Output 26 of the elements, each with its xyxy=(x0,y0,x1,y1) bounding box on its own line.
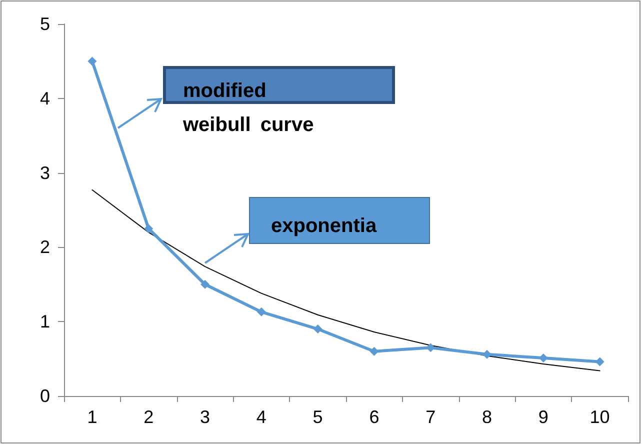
line-series xyxy=(92,189,600,372)
x-tick-label: 5 xyxy=(312,407,323,427)
x-tick-label: 6 xyxy=(369,407,380,427)
x-tick-label: 8 xyxy=(482,407,492,427)
point xyxy=(144,224,154,234)
point xyxy=(482,350,492,359)
x-tick-label: 1 xyxy=(87,407,98,427)
point xyxy=(88,56,97,66)
x-tick-label: 7 xyxy=(426,407,436,427)
point xyxy=(426,343,436,352)
y-tick-label: 4 xyxy=(40,88,50,108)
text: exponentia xyxy=(270,214,378,239)
x-tick-label: 10 xyxy=(590,407,610,427)
y-tick-label: 2 xyxy=(40,237,50,258)
y-tick-label: 0 xyxy=(40,386,50,406)
x-tick-label: 2 xyxy=(144,407,154,427)
y-tick-label: 3 xyxy=(40,162,50,183)
y-tick-label: 1 xyxy=(40,312,50,332)
point xyxy=(256,307,266,316)
point xyxy=(313,324,322,334)
x-tick-label: 3 xyxy=(200,407,210,427)
x-tick-label: 9 xyxy=(538,407,548,427)
point xyxy=(200,280,210,289)
legend-label: modified weibull curve xyxy=(182,79,315,138)
y-tick-label: 5 xyxy=(40,14,50,34)
x-tick-label: 4 xyxy=(256,407,266,427)
